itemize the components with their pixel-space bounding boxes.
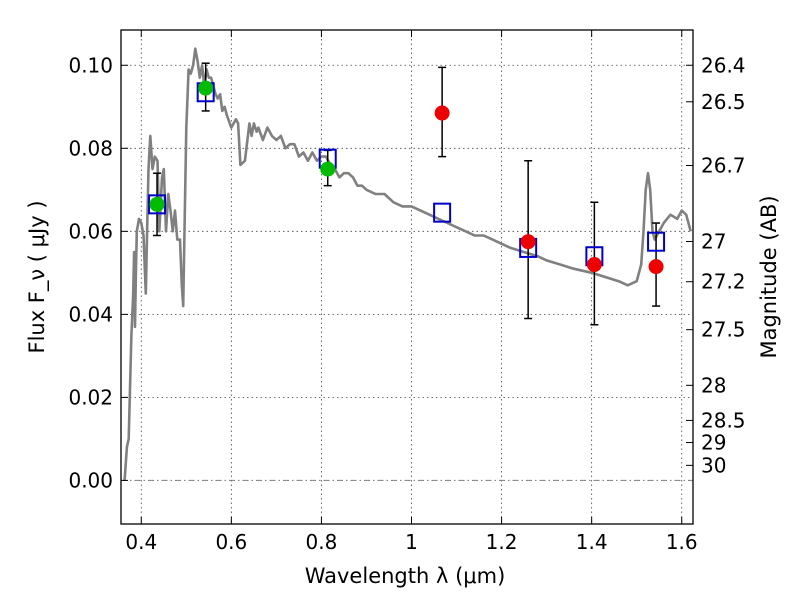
y2-tick-label: 26.7 <box>701 153 746 177</box>
y-axis-label: Flux F_ν ( μJy ) <box>25 200 50 353</box>
detection-point-ir <box>520 234 536 250</box>
detection-points <box>149 80 664 275</box>
y2-axis-label: Magnitude (AB) <box>757 195 781 358</box>
detection-point-ir <box>586 257 602 273</box>
x-tick-label: 0.4 <box>125 530 157 554</box>
y-tick-label: 0.02 <box>68 385 113 409</box>
y-tick-label: 0.06 <box>68 219 113 243</box>
axis-ticks <box>121 30 693 524</box>
y-tick-label: 0.00 <box>68 468 113 492</box>
x-tick-label: 1.6 <box>666 530 698 554</box>
x-tick-label: 1 <box>405 530 418 554</box>
x-tick-label: 1.2 <box>486 530 518 554</box>
detection-point-optical <box>198 80 214 96</box>
x-tick-labels: 0.4 0.6 0.8 1 1.2 1.4 1.6 <box>125 530 697 554</box>
y2-tick-label: 30 <box>701 453 726 477</box>
detection-point-ir <box>648 259 664 275</box>
model-point-marker <box>148 194 167 215</box>
detection-point-optical <box>320 161 336 177</box>
y-tick-labels: 0.00 0.02 0.04 0.06 0.08 0.10 <box>68 53 113 492</box>
detection-point-ir <box>434 105 450 121</box>
y2-tick-label: 28.5 <box>701 408 746 432</box>
model-point-marker <box>647 231 666 252</box>
y2-tick-label: 27 <box>701 230 726 254</box>
model-spectrum-line <box>123 47 692 481</box>
x-tick-label: 0.6 <box>215 530 247 554</box>
y-tick-label: 0.08 <box>68 136 113 160</box>
error-bars <box>153 62 661 326</box>
model-spectrum <box>123 47 692 481</box>
model-point-marker <box>433 202 452 223</box>
y2-tick-label: 26.5 <box>701 90 746 114</box>
y-tick-label: 0.04 <box>68 302 113 326</box>
plot-frame <box>120 29 694 525</box>
y2-tick-label: 26.4 <box>701 53 746 77</box>
x-tick-label: 1.4 <box>576 530 608 554</box>
x-axis-label: Wavelength λ (μm) <box>305 564 506 588</box>
detection-point-optical <box>149 196 165 212</box>
y2-tick-label: 27.5 <box>701 318 746 342</box>
y2-tick-label: 29 <box>701 431 726 455</box>
y-tick-label: 0.10 <box>68 53 113 77</box>
x-tick-label: 0.8 <box>306 530 338 554</box>
y2-tick-label: 27.2 <box>701 270 746 294</box>
y2-tick-label: 28 <box>701 373 726 397</box>
